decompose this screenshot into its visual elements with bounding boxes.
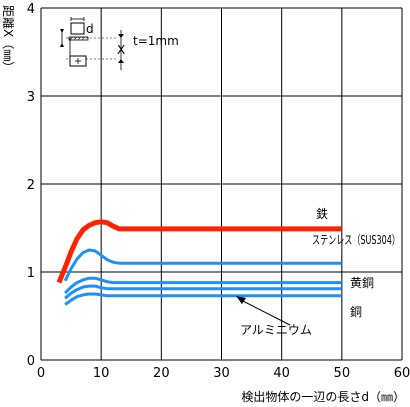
series-line-4	[64, 292, 342, 306]
grid	[40, 7, 403, 361]
inset-x-label: X	[117, 43, 125, 57]
series-label-aluminum: アルミニウム	[240, 323, 312, 337]
aluminum-pointer-line	[240, 299, 291, 326]
y-tick-label: 3	[27, 90, 35, 105]
inset-diagram: d X t=1mm	[60, 17, 179, 70]
x-tick-label: 40	[273, 366, 290, 381]
x-tick-label: 30	[213, 366, 230, 381]
series-lines	[56, 219, 342, 306]
x-axis-label: 検出物体の一辺の長さd（㎜）	[241, 390, 405, 404]
x-tick-label: 10	[93, 366, 110, 381]
y-tick-label: 2	[27, 178, 35, 193]
aluminum-pointer-arrowhead	[236, 296, 246, 304]
series-line-0	[56, 219, 342, 284]
y-tick-label: 0	[27, 354, 35, 369]
inset-target-plate	[68, 36, 89, 41]
y-axis-label: 距離X（㎜）	[1, 5, 15, 73]
x-tick-label: 0	[37, 366, 45, 381]
x-tick-label: 50	[334, 366, 351, 381]
series-label-stainless: ステンレス（SUS304）	[312, 233, 400, 247]
inset-target-square	[70, 22, 85, 35]
x-tick-label: 60	[394, 366, 410, 381]
series-label-iron: 鉄	[316, 206, 328, 221]
series-line-1	[63, 248, 342, 282]
tick-labels: 0 10 20 30 40 50 60 0 1 2 3 4	[27, 2, 410, 381]
series-label-copper: 銅	[350, 305, 362, 319]
series-label-brass: 黄銅	[350, 276, 374, 290]
series-line-2	[64, 276, 342, 295]
y-tick-label: 1	[27, 266, 35, 281]
inset-d-label: d	[86, 22, 94, 36]
x-tick-label: 20	[153, 366, 170, 381]
inset-thickness-label: t=1mm	[133, 34, 179, 48]
y-tick-label: 4	[27, 2, 35, 17]
series-line-3	[64, 284, 342, 300]
